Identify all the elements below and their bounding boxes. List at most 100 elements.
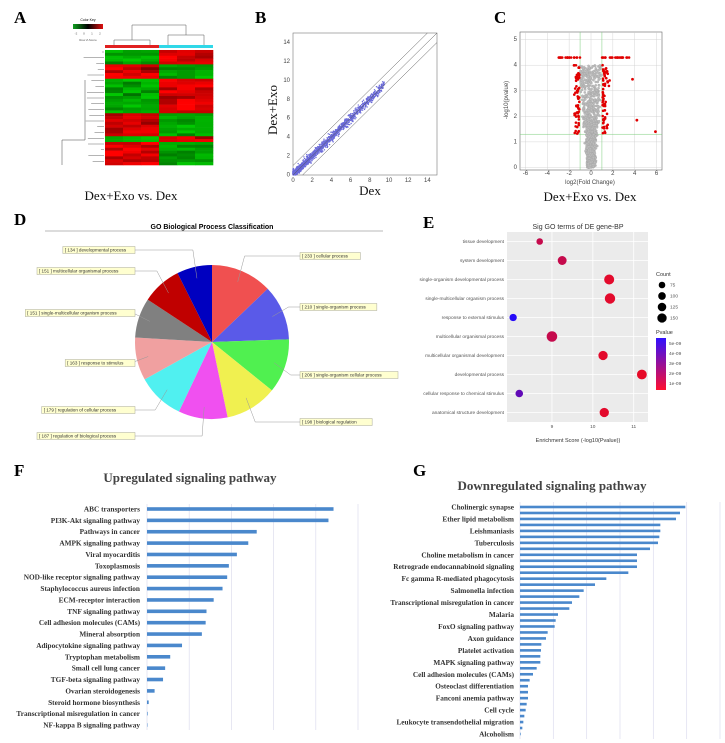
nonsignificant-point <box>589 147 592 150</box>
nonsignificant-point <box>587 84 591 88</box>
significant-point <box>574 125 577 128</box>
pie-label: [ 163 ] response to stimulus <box>67 361 124 366</box>
scatter-point-unchanged <box>300 170 302 173</box>
heatmap-cell <box>141 61 160 65</box>
bar <box>147 609 207 614</box>
scatter-point-unchanged <box>368 97 370 100</box>
significant-point <box>560 56 564 59</box>
significant-point <box>577 118 581 121</box>
heatmap-cell <box>159 144 178 149</box>
bar-label: PI3K-Akt signaling pathway <box>51 516 141 525</box>
nonsignificant-point <box>596 105 600 108</box>
color-key-label: Row Z-Score <box>79 38 97 42</box>
heatmap-cell <box>105 142 124 146</box>
x-tick-label: 10 <box>590 424 596 430</box>
pie-label: [ 210 ] single-organism process <box>302 305 367 310</box>
heatmap-cell <box>159 113 178 117</box>
x-tick-label: 10 <box>386 178 393 184</box>
nonsignificant-point <box>579 90 583 94</box>
scatter-point-unchanged <box>315 149 318 151</box>
heatmap-cell <box>195 90 214 94</box>
scatter-point-unchanged <box>347 123 350 126</box>
bar <box>520 619 556 622</box>
heatmap-cell <box>159 78 178 82</box>
nonsignificant-point <box>584 149 588 152</box>
nonsignificant-point <box>584 81 588 84</box>
bar <box>520 577 607 580</box>
heatmap-cell <box>177 84 196 88</box>
bar-label: Tuberculosis <box>475 538 514 547</box>
scatter-point-unchanged <box>353 110 355 112</box>
significant-point <box>602 93 605 97</box>
nonsignificant-point <box>589 117 592 121</box>
scatter-point-unchanged <box>312 158 314 160</box>
heatmap-cell <box>177 144 196 149</box>
y-tick-label: 10 <box>283 78 290 84</box>
x-tick-label: 9 <box>551 424 554 430</box>
nonsignificant-point <box>587 90 590 94</box>
pie-leader-line <box>135 389 168 411</box>
significant-point <box>607 84 611 88</box>
go-term-point <box>515 389 524 398</box>
pvalue-legend-label: 1e-09 <box>669 381 682 387</box>
pie-label: [ 198 ] biological regulation <box>302 420 357 425</box>
heatmap-cell <box>141 70 160 74</box>
heatmap-cell <box>141 81 160 85</box>
bar-label: Staphylococcus aureus infection <box>40 584 140 593</box>
heatmap-cell <box>177 159 196 163</box>
pie-slice <box>144 342 212 412</box>
pie-slice <box>177 265 212 342</box>
bar <box>147 586 223 591</box>
heatmap-cell <box>177 96 196 100</box>
scatter-point-unchanged <box>349 119 352 121</box>
nonsignificant-point <box>587 156 591 160</box>
bar <box>520 523 661 527</box>
nonsignificant-point <box>585 142 589 146</box>
heatmap-cell <box>123 64 142 68</box>
bar-label: Leishmaniasis <box>470 526 514 535</box>
heatmap-cell <box>159 116 178 120</box>
scatter-point-unchanged <box>309 154 312 156</box>
significant-point <box>601 87 605 91</box>
scatter-point-unchanged <box>307 158 309 160</box>
heatmap-cell <box>159 96 178 100</box>
heatmap-cell <box>195 144 214 149</box>
scatter-point-unchanged <box>359 105 362 107</box>
scatter-point-unchanged <box>302 160 305 163</box>
bar-label: Fc gamma R-mediated phagocytosis <box>402 574 515 583</box>
heatmap-cell <box>141 73 160 77</box>
heatmap-cell <box>177 50 196 54</box>
scatter-point-unchanged <box>294 173 297 176</box>
go-term-point <box>636 369 647 380</box>
scatter-point-unchanged <box>332 141 334 143</box>
scatter-point-unchanged <box>368 101 370 103</box>
bar-label: Ovarian steroidogenesis <box>65 686 140 695</box>
bar <box>520 529 661 533</box>
pie-slice <box>212 342 272 418</box>
nonsignificant-point <box>587 145 591 149</box>
scatter-point-unchanged <box>329 140 331 143</box>
significant-point <box>606 123 610 127</box>
heatmap-cell <box>123 90 142 94</box>
heatmap-cell <box>195 110 214 114</box>
bar-label: Adipocytokine signaling pathway <box>36 641 140 650</box>
heatmap-cell <box>141 153 160 157</box>
heatmap-cell <box>159 90 178 94</box>
x-tick-label: 6 <box>655 171 659 177</box>
pie-leader-line <box>135 270 169 294</box>
heatmap-cell <box>123 127 142 131</box>
scatter-point-unchanged <box>338 133 340 135</box>
scatter-point-unchanged <box>381 87 384 89</box>
heatmap-cell <box>141 93 160 97</box>
bar <box>520 637 546 640</box>
heatmap-cell <box>123 87 142 91</box>
heatmap-cell <box>195 119 214 123</box>
heatmap-cell <box>177 90 196 94</box>
nonsignificant-point <box>592 78 595 82</box>
bar <box>520 672 533 676</box>
nonsignificant-point <box>589 80 593 84</box>
scatter-point-unchanged <box>298 164 300 166</box>
bar <box>520 511 680 515</box>
heatmap-cell <box>141 121 160 126</box>
scatter-point-unchanged <box>303 156 305 158</box>
